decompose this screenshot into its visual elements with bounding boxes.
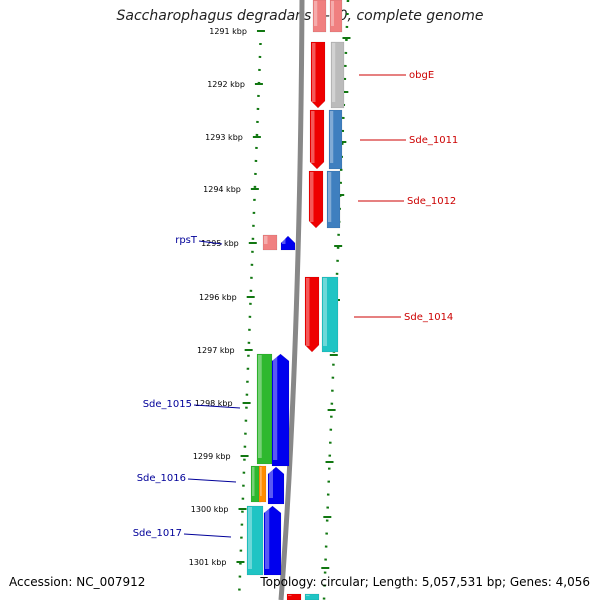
gene-sde1016-orange [258,465,267,503]
gene-sde1011-blue-highlight [330,111,334,163]
gene-sde1011-red [309,109,325,170]
gene-sde1014-red [304,276,320,353]
gene-sde1011-red-highlight [311,111,315,163]
gene-label-leader [193,404,241,409]
scale-label: 1291 kbp [209,27,247,36]
gene-bottom-cyan-highlight [306,595,310,596]
gene-sde1014-cyan-highlight [323,278,327,346]
scale-label: 1299 kbp [193,452,231,461]
gene-top-pink-1-highlight [314,1,318,26]
gene-obgE-red-highlight [312,43,316,102]
gene-sde1012-red [308,170,324,229]
gene-label-forward: Sde_1012 [407,196,456,207]
gene-label-reverse: Sde_1017 [133,528,182,539]
scale-label: 1301 kbp [189,558,227,567]
gene-sde1016-orange-highlight [260,467,262,496]
gene-obgE-grey [330,41,345,109]
gene-obgE-red [310,41,326,109]
gene-sde1012-blue-highlight [328,172,332,222]
scale-label: 1294 kbp [203,185,241,194]
gene-sde1017-blue [263,505,282,576]
scale-label: 1300 kbp [191,505,229,514]
gene-sde1016-blue [267,466,285,505]
gene-sde1017-cyan-highlight [248,507,252,569]
gene-sde1015-blue-highlight [273,355,278,460]
scale-label: 1297 kbp [197,346,235,355]
gene-sde1012-blue [326,170,341,229]
gene-sde1016-blue-highlight [269,468,273,498]
gene-sde1014-red-highlight [306,278,310,346]
scale-label: 1296 kbp [199,293,237,302]
gene-sde1015-blue [271,353,290,467]
gene-label-forward: obgE [409,70,434,81]
gene-label-reverse: rpsT [175,235,198,246]
scale-label: 1292 kbp [207,80,245,89]
gene-top-pink-2-highlight [331,1,334,26]
gene-obgE-grey-highlight [332,43,336,102]
gene-rpsT-blue-highlight [282,237,286,244]
scale-label: 1293 kbp [205,133,243,142]
accession-label: Accession: NC_007912 [9,575,146,589]
gene-label-leader [198,240,223,245]
gene-rpsT-blue [280,235,296,251]
gene-label-leader [187,478,237,483]
gene-bottom-red [286,593,302,600]
gene-label-forward: Sde_1014 [404,312,453,323]
gene-sde1015-green-highlight [258,355,262,458]
gene-bottom-cyan [304,593,320,600]
gene-sde1012-red-highlight [310,172,314,222]
gene-sde1016-green-highlight [252,467,255,496]
gene-label-leader [183,533,232,538]
gene-sde1017-cyan [246,505,264,576]
gene-top-pink-1 [312,0,327,33]
gene-rpsT-pink [262,234,278,251]
gene-label-forward: Sde_1011 [409,135,458,146]
gene-sde1011-blue [328,109,343,170]
genome-summary: Topology: circular; Length: 5,057,531 bp… [260,575,590,589]
scale-label: 1298 kbp [195,399,233,408]
gene-sde1014-cyan [321,276,339,353]
chromosome-backbone [278,0,305,600]
gene-bottom-red-highlight [288,595,292,596]
gene-top-pink-2 [329,0,343,33]
gene-label-reverse: Sde_1016 [137,473,186,484]
gene-sde1017-blue-highlight [265,507,270,569]
gene-label-reverse: Sde_1015 [143,399,192,410]
gene-rpsT-pink-highlight [264,236,268,244]
